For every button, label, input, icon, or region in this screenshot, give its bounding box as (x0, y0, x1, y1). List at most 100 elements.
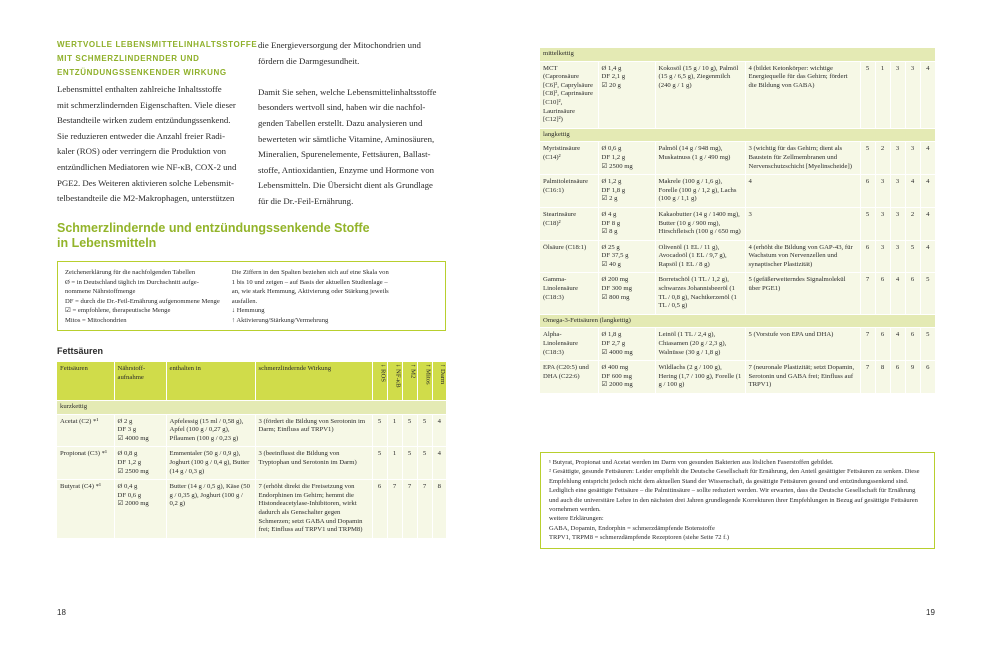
group-label: langkettig (540, 128, 935, 143)
effect: 5 (gefäßerweiterndes Signalmolekül über … (744, 272, 860, 315)
score: 7 (859, 272, 875, 315)
data-row: Propionat (C3) *¹ Ø 0,8 g DF 1,2 g ☑ 2500 m… (57, 446, 446, 481)
column-header: Fettsäuren (57, 362, 114, 401)
fatty-acid-name: Stearinsäure (C18)² (540, 207, 598, 241)
intake-line: DF 1,2 g (117, 458, 142, 466)
fatty-acid-name: Alpha-Linolensäure (C18:3) (540, 327, 598, 362)
score: 3 (874, 207, 890, 241)
effect: 3 (fördert die Bildung von Serotonin im … (254, 414, 372, 448)
score: 5 (859, 61, 875, 129)
data-row: MCT (Capronsäure [C6]², Caprylsäure [C8]… (540, 61, 935, 129)
legend-line: ↑ Aktivierung/Stärkung/Vermehrung (231, 316, 329, 324)
spacer (258, 69, 436, 85)
fatty-acid-name: Propionat (C3) *¹ (57, 446, 114, 481)
intake: Ø 1,2 g DF 1,8 g ☑ 2 g (597, 174, 655, 208)
legend-line: an, wie stark Hemmung, Aktivierung oder … (231, 288, 389, 295)
sources: Palmöl (14 g / 948 mg), Muskatnuss (1 g … (654, 141, 745, 176)
legend-right: Die Ziffern in den Spalten beziehen sich… (232, 268, 389, 324)
score: 9 (904, 360, 920, 394)
effect: 4 (744, 174, 860, 208)
fatty-acid-name: Butyrat (C4) *¹ (57, 479, 114, 539)
text-line: Sie reduzieren entweder die Anzahl freie… (57, 130, 226, 141)
legend-line: ☑ = empfohlene, therapeutische Menge (65, 307, 171, 314)
intake-line: ☑ 20 g (601, 81, 621, 89)
group-row: langkettig (540, 128, 935, 143)
title-line: in Lebensmitteln (57, 236, 157, 250)
text-line: stoffe, Antioxidantien, Enzyme und Hormo… (258, 164, 434, 175)
legend-line: Zeichenerklärung für die nachfolgenden T… (65, 269, 196, 276)
score: 6 (371, 479, 387, 539)
group-label: mittelkettig (540, 48, 935, 62)
score: 1 (386, 446, 402, 481)
intake-line: DF 1,8 g (601, 186, 626, 194)
text-line: die Energieversorgung der Mitochondrien … (258, 40, 421, 50)
score: 6 (874, 327, 890, 362)
score: 3 (874, 240, 890, 274)
sources: Wildlachs (2 g / 100 g), Hering (1,7 / 1… (654, 360, 745, 394)
text-line: Lebensmitteln. Die Übersicht dient als G… (258, 180, 433, 191)
footnote-line: ² Gesättigte, gesunde Fettsäuren: Leider… (549, 468, 920, 514)
score: 7 (416, 479, 432, 539)
intake: Ø 4 g DF 8 g ☑ 8 g (597, 207, 655, 241)
heading-line: ENTZÜNDUNGSSENKENDER WIRKUNG (57, 68, 227, 77)
intake-line: Ø 0,8 g (117, 450, 138, 458)
score: 8 (431, 479, 446, 539)
fatty-acid-name: Palmitoleinsäure (C16:1) (540, 174, 598, 208)
legend-line: Ø = in Deutschland täglich im Durchschni… (65, 278, 199, 286)
footnote-line: ¹ Butyrat, Propionat und Acetat werden i… (549, 459, 834, 466)
data-row: Stearinsäure (C18)² Ø 4 g DF 8 g ☑ 8 g Kakao… (540, 207, 935, 241)
column-header: ↓ NF-κB (386, 362, 402, 401)
score: 4 (919, 207, 935, 241)
table-title: Fettsäuren (57, 346, 104, 356)
effect: 3 (wichtig für das Gehirn; dient als Bau… (744, 141, 860, 176)
column-header: schmerzlindernde Wirkung (254, 362, 372, 401)
legend-line: nommene Nährstoffmenge (65, 288, 136, 295)
data-row: Alpha-Linolensäure (C18:3) Ø 1,8 g DF 2,7 … (540, 327, 935, 362)
score: 3 (889, 141, 905, 176)
score: 2 (904, 207, 920, 241)
section-title: Schmerzlindernde und entzündungssenkende… (57, 221, 370, 251)
text-line: PGE2. Des Weiteren aktivieren solche Leb… (57, 177, 234, 188)
text-line: mit schmerzlindernden Eigenschaften. Vie… (57, 99, 236, 110)
score: 7 (401, 479, 417, 539)
intake-line: Ø 400 mg (601, 364, 629, 372)
score: 5 (416, 446, 432, 481)
score: 5 (371, 414, 387, 448)
score: 1 (874, 61, 890, 129)
group-row: kurzkettig (57, 400, 446, 415)
sources: Butter (14 g / 0,5 g), Käse (50 g / 0,35… (165, 479, 255, 539)
intake-line: DF 2,7 g (601, 340, 626, 348)
score: 4 (904, 174, 920, 208)
score: 6 (904, 327, 920, 362)
intake: Ø 400 mg DF 600 mg ☑ 2000 mg (597, 360, 655, 394)
intake: Ø 0,8 g DF 1,2 g ☑ 2500 mg (113, 446, 166, 481)
sources: Borretschöl (1 TL / 1,2 g), schwarzes Jo… (654, 272, 745, 315)
intake-line: ☑ 800 mg (601, 293, 630, 301)
footnotes-box: ¹ Butyrat, Propionat und Acetat werden i… (540, 452, 935, 549)
score: 3 (889, 240, 905, 274)
text-line: für die Dr.-Feil-Ernährung. (258, 195, 354, 206)
score: 5 (401, 414, 417, 448)
intake-line: Ø 1,4 g (601, 64, 622, 72)
intake: Ø 200 mg DF 300 mg ☑ 800 mg (597, 272, 655, 315)
data-row: Palmitoleinsäure (C16:1) Ø 1,2 g DF 1,8 g ☑… (540, 174, 935, 208)
intake-line: DF 2,1 g (601, 73, 626, 81)
score: 3 (889, 174, 905, 208)
intake: Ø 1,8 g DF 2,7 g ☑ 4000 mg (597, 327, 655, 362)
footnote-line: weitere Erklärungen: (549, 515, 604, 523)
sources: Makrele (100 g / 1,6 g), Forelle (100 g … (654, 174, 745, 208)
intake: Ø 2 g DF 3 g ☑ 4000 mg (113, 414, 166, 448)
intake-line: ☑ 4000 mg (601, 348, 633, 356)
score: 7 (859, 327, 875, 362)
fatty-acid-name: MCT (Capronsäure [C6]², Caprylsäure [C8]… (540, 61, 598, 129)
score: 5 (859, 207, 875, 241)
group-row: Omega-3-Fettsäuren (langkettig) (540, 314, 935, 329)
legend-line: Mitos = Mitochondrien (65, 316, 127, 324)
heading-line: WERTVOLLE LEBENSMITTELINHALTSSTOFFE (57, 40, 258, 49)
data-row: Myristinsäure (C14)² Ø 0,6 g DF 1,2 g ☑ 250… (540, 141, 935, 176)
score: 4 (431, 414, 446, 448)
legend-left: Zeichenerklärung für die nachfolgenden T… (65, 268, 220, 324)
text-line: genden Tabellen erstellt. Dazu analysier… (258, 117, 423, 128)
legend-line: 1 bis 10 und zeigen – auf Basis der aktu… (231, 278, 388, 286)
column-header: ↑ Darm (431, 362, 446, 401)
